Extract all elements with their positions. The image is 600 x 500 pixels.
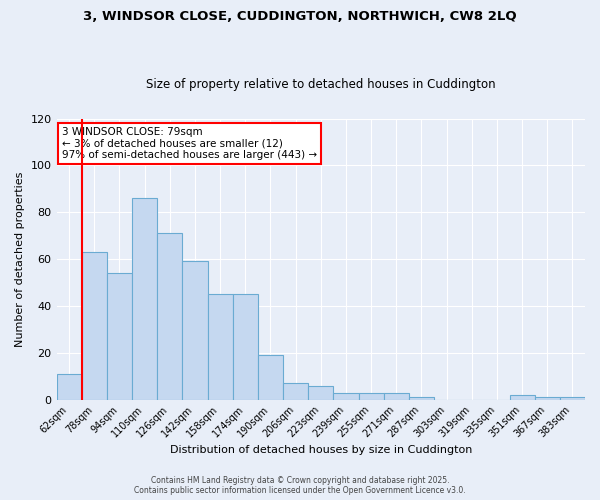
Y-axis label: Number of detached properties: Number of detached properties <box>15 172 25 347</box>
Bar <box>258 355 283 400</box>
Bar <box>359 392 383 400</box>
Bar <box>535 397 560 400</box>
Text: Contains HM Land Registry data © Crown copyright and database right 2025.
Contai: Contains HM Land Registry data © Crown c… <box>134 476 466 495</box>
Bar <box>509 395 535 400</box>
Title: Size of property relative to detached houses in Cuddington: Size of property relative to detached ho… <box>146 78 496 91</box>
Bar <box>409 397 434 400</box>
Bar <box>560 397 585 400</box>
Bar <box>383 392 409 400</box>
Bar <box>182 262 208 400</box>
Bar <box>283 383 308 400</box>
Bar <box>56 374 82 400</box>
Bar <box>334 392 359 400</box>
Text: 3, WINDSOR CLOSE, CUDDINGTON, NORTHWICH, CW8 2LQ: 3, WINDSOR CLOSE, CUDDINGTON, NORTHWICH,… <box>83 10 517 23</box>
Bar <box>82 252 107 400</box>
Bar <box>107 273 132 400</box>
X-axis label: Distribution of detached houses by size in Cuddington: Distribution of detached houses by size … <box>170 445 472 455</box>
Bar <box>208 294 233 400</box>
Bar <box>157 234 182 400</box>
Bar <box>132 198 157 400</box>
Text: 3 WINDSOR CLOSE: 79sqm
← 3% of detached houses are smaller (12)
97% of semi-deta: 3 WINDSOR CLOSE: 79sqm ← 3% of detached … <box>62 127 317 160</box>
Bar <box>308 386 334 400</box>
Bar <box>233 294 258 400</box>
